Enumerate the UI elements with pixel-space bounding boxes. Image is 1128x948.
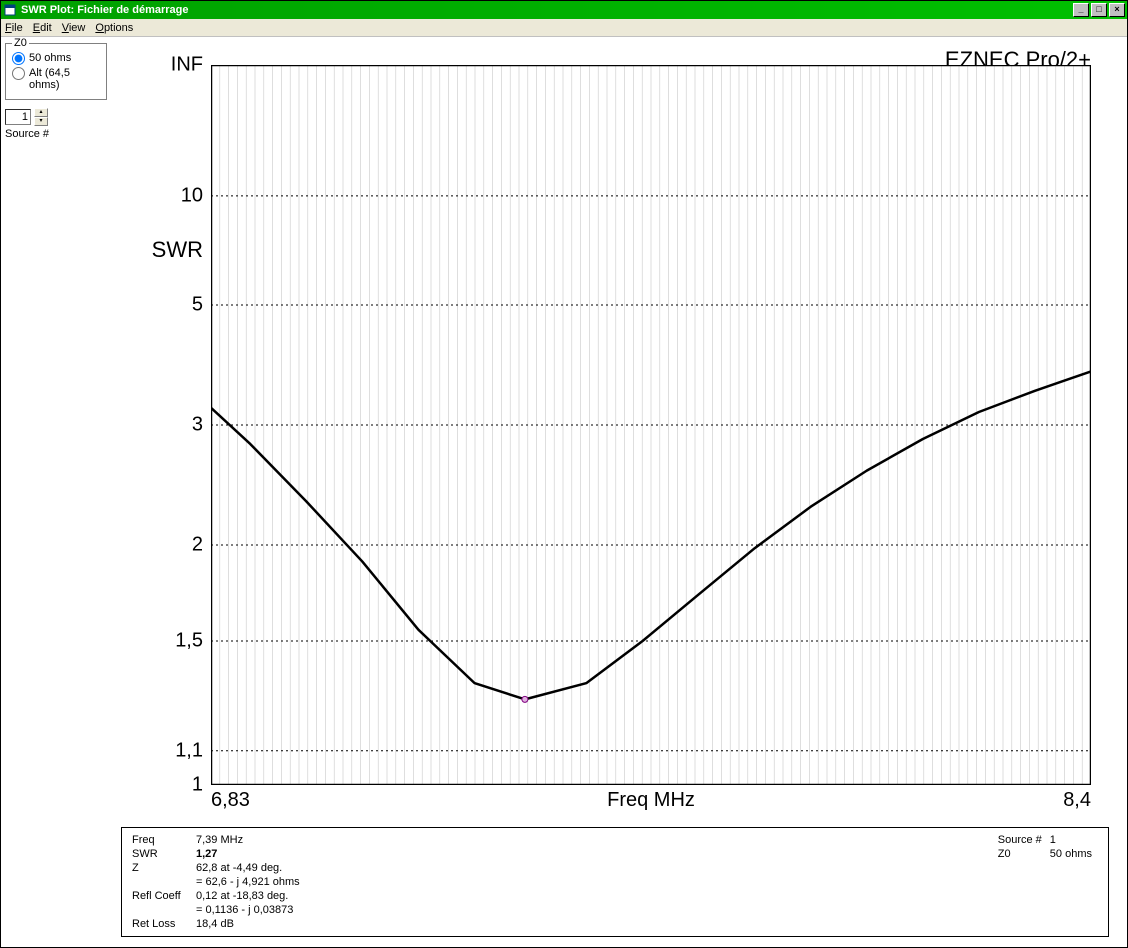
status-label: Z0 [998, 848, 1048, 860]
spin-down-button[interactable]: ▾ [34, 117, 48, 126]
cursor-marker[interactable] [522, 696, 528, 702]
ytick-label: 1,1 [0, 739, 203, 762]
menu-file[interactable]: File [5, 22, 23, 34]
status-value: 0,12 at -18,83 deg. [196, 890, 306, 902]
ytick-label: 5 [0, 294, 203, 317]
status-label: Z [132, 862, 194, 874]
status-row: Source #1 [998, 834, 1098, 846]
ytick-label: INF [0, 54, 203, 77]
status-value: 50 ohms [1050, 848, 1098, 860]
status-label: Source # [998, 834, 1048, 846]
app-icon [3, 3, 17, 17]
status-value: 1,27 [196, 848, 306, 860]
status-row: = 0,1136 - j 0,03873 [132, 904, 306, 916]
status-label: Freq [132, 834, 194, 846]
content: Z0 50 ohms Alt (64,5 ohms) ▴ ▾ Source # … [1, 37, 1127, 947]
titlebar: SWR Plot: Fichier de démarrage _ □ × [1, 1, 1127, 19]
spin-buttons: ▴ ▾ [34, 108, 48, 126]
x-axis-title: Freq MHz [607, 789, 695, 812]
status-label: SWR [132, 848, 194, 860]
sidebar: Z0 50 ohms Alt (64,5 ohms) ▴ ▾ Source # [1, 37, 111, 947]
menu-view[interactable]: View [62, 22, 86, 34]
maximize-button[interactable]: □ [1091, 3, 1107, 17]
status-row: Freq7,39 MHz [132, 834, 306, 846]
chart-wrap: EZNEC Pro/2+ INF105321,51,11SWR6,838,4Fr… [111, 37, 1127, 947]
y-axis-title: SWR [152, 237, 203, 263]
window-title: SWR Plot: Fichier de démarrage [21, 4, 1073, 16]
ytick-label: 10 [0, 184, 203, 207]
z0-legend: Z0 [12, 37, 29, 49]
status-value: 62,8 at -4,49 deg. [196, 862, 306, 874]
ytick-label: 1 [0, 774, 203, 797]
window-controls: _ □ × [1073, 3, 1125, 17]
status-value: 18,4 dB [196, 918, 306, 930]
plot-region: EZNEC Pro/2+ INF105321,51,11SWR6,838,4Fr… [111, 41, 1119, 823]
status-row: Z050 ohms [998, 848, 1098, 860]
source-number-input[interactable] [5, 109, 31, 125]
menubar: File Edit View Options [1, 19, 1127, 37]
ytick-label: 2 [0, 534, 203, 557]
menu-edit[interactable]: Edit [33, 22, 52, 34]
status-panel: Freq7,39 MHzSWR1,27Z62,8 at -4,49 deg.= … [121, 827, 1109, 937]
status-value: = 62,6 - j 4,921 ohms [196, 876, 306, 888]
menu-options[interactable]: Options [95, 22, 133, 34]
status-label [132, 876, 194, 888]
status-label: Refl Coeff [132, 890, 194, 902]
source-spinner: ▴ ▾ [5, 108, 107, 126]
status-label: Ret Loss [132, 918, 194, 930]
status-value: 1 [1050, 834, 1098, 846]
status-row: Refl Coeff0,12 at -18,83 deg. [132, 890, 306, 902]
xtick-label-min: 6,83 [211, 789, 250, 812]
close-button[interactable]: × [1109, 3, 1125, 17]
status-value: 7,39 MHz [196, 834, 306, 846]
spin-up-button[interactable]: ▴ [34, 108, 48, 117]
status-row: Ret Loss18,4 dB [132, 918, 306, 930]
swr-plot-svg[interactable] [211, 65, 1091, 785]
status-left: Freq7,39 MHzSWR1,27Z62,8 at -4,49 deg.= … [130, 832, 308, 932]
status-right: Source #1Z050 ohms [996, 832, 1100, 932]
ytick-label: 1,5 [0, 630, 203, 653]
status-row: = 62,6 - j 4,921 ohms [132, 876, 306, 888]
status-label [132, 904, 194, 916]
status-value: = 0,1136 - j 0,03873 [196, 904, 306, 916]
ytick-label: 3 [0, 414, 203, 437]
source-label: Source # [5, 128, 107, 140]
minimize-button[interactable]: _ [1073, 3, 1089, 17]
status-row: SWR1,27 [132, 848, 306, 860]
xtick-label-max: 8,4 [1063, 789, 1091, 812]
status-row: Z62,8 at -4,49 deg. [132, 862, 306, 874]
